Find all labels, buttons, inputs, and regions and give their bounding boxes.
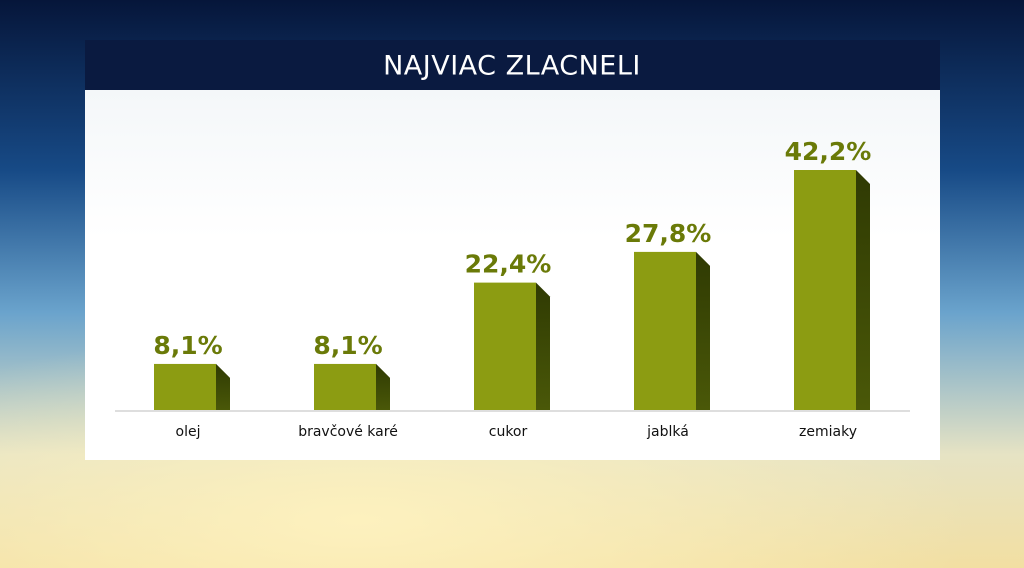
bar-side: [536, 282, 550, 410]
bar-face: [154, 363, 216, 410]
bar-face: [634, 251, 696, 410]
x-tick-label: jablká: [646, 424, 689, 440]
bar-side: [856, 170, 870, 410]
bar-face: [474, 282, 536, 410]
bar-face: [794, 170, 856, 410]
bar-side: [696, 251, 710, 410]
bar: [314, 363, 390, 410]
bar-face: [314, 363, 376, 410]
value-label: 8,1%: [313, 331, 382, 360]
bar: [794, 170, 870, 410]
bar-side: [376, 363, 390, 410]
value-label: 22,4%: [465, 250, 552, 279]
x-tick-label: cukor: [489, 424, 528, 440]
title-bar: [85, 40, 940, 90]
x-tick-label: zemiaky: [799, 424, 857, 440]
value-label: 42,2%: [785, 137, 872, 166]
bar: [474, 282, 550, 410]
bar-side: [216, 363, 230, 410]
bar: [634, 251, 710, 410]
x-tick-label: olej: [176, 424, 201, 440]
value-label: 8,1%: [153, 331, 222, 360]
chart-title: NAJVIAC ZLACNELI: [383, 51, 641, 82]
value-label: 27,8%: [625, 219, 712, 248]
x-tick-label: bravčové karé: [298, 424, 398, 440]
bar: [154, 363, 230, 410]
